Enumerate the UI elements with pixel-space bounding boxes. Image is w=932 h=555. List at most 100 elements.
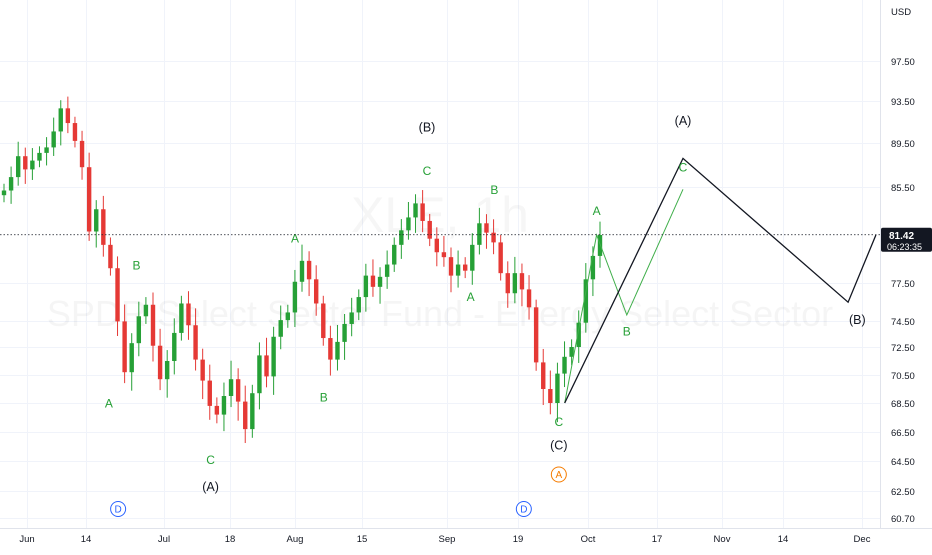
candle-body (470, 244, 475, 271)
candle-body (94, 209, 99, 232)
wave-label: B (132, 258, 140, 272)
wave-label: C (423, 164, 432, 178)
candle-body (384, 264, 390, 277)
candle-body (392, 244, 397, 265)
wave-label: C (679, 161, 688, 175)
candle-body (86, 167, 92, 232)
candle-body (526, 289, 532, 308)
candle-body (207, 380, 212, 406)
name-watermark: SPDR Select Sector Fund - Energy Select … (47, 293, 833, 334)
candle-body (541, 362, 546, 389)
wave-label: A (593, 204, 601, 218)
candle-body (462, 264, 468, 271)
candle-body (491, 232, 496, 243)
projection-lines (564, 157, 877, 404)
candle-body (172, 332, 177, 361)
last-price-value: 81.42 (889, 231, 914, 242)
candle-body (257, 355, 262, 394)
price-tick-label: 62.50 (891, 487, 915, 498)
candle-body (455, 264, 461, 276)
candle-body (434, 238, 440, 253)
wave-label: (A) (675, 114, 692, 128)
time-tick-label: 19 (513, 534, 524, 545)
candle-body (519, 273, 525, 290)
grid-lines (0, 0, 880, 528)
candle-body (271, 336, 276, 377)
candle-body (569, 347, 574, 357)
candle-body (285, 312, 291, 321)
candle-body (250, 393, 255, 430)
time-tick-label: Aug (287, 534, 304, 545)
wave-label: (B) (849, 313, 866, 327)
candle-body (363, 275, 369, 298)
wave-label: C (554, 415, 563, 429)
circle-marker-ring (550, 466, 567, 483)
candle-body (235, 379, 241, 402)
wave-label: A (291, 231, 299, 245)
candle-body (108, 244, 113, 269)
candle-body (590, 255, 596, 280)
candle-body (30, 160, 35, 170)
price-axis[interactable]: USD 97.50 93.50 89.50 85.50 77.50 74.50 72.50 7… (880, 0, 915, 528)
candle-body (129, 343, 134, 373)
candle-body (186, 303, 191, 326)
watermarks: XLE, 1h SPDR Select Sector Fund - Energy… (47, 187, 833, 334)
candle-body (164, 361, 170, 380)
candle-body (356, 297, 361, 313)
candle-body (342, 323, 347, 342)
candle-body (214, 405, 220, 415)
candle-body (477, 223, 482, 245)
candle-body (448, 257, 454, 276)
wave-label: B (490, 183, 498, 197)
candle-body (8, 177, 14, 191)
candle-body (221, 396, 227, 415)
candle-body (548, 389, 553, 403)
time-tick-label: 14 (81, 534, 92, 545)
time-axis[interactable]: Jun 14 Jul 18 Aug 15 Sep 19 Oct 17 Nov 14 Dec (0, 528, 932, 546)
time-tick-label: 18 (225, 534, 236, 545)
candle-body (292, 281, 298, 313)
candle-body (484, 223, 489, 233)
candle-body (512, 273, 518, 294)
candle-body (597, 235, 603, 256)
candle-body (193, 325, 198, 360)
projection-black-path (564, 157, 877, 404)
price-tick-label: 66.50 (891, 428, 915, 439)
candle-body (335, 341, 340, 360)
wave-labels: A B C (A) A B (B) C A B C (C) A B (A) C (B) D D A (105, 114, 866, 517)
price-tick-label: 60.70 (891, 514, 915, 525)
candle-body (427, 220, 432, 239)
candle-body (370, 275, 376, 287)
candle-body (150, 304, 156, 346)
price-tick-label: 97.50 (891, 57, 915, 68)
circle-marker: A (550, 466, 567, 483)
candle-body (15, 156, 21, 178)
time-tick-label: 17 (652, 534, 663, 545)
price-tick-label: 64.50 (891, 457, 915, 468)
wave-label: A (467, 290, 475, 304)
circle-marker: D (110, 501, 127, 517)
candle-body (228, 379, 234, 396)
time-tick-label: Dec (854, 534, 871, 545)
candle-body (179, 303, 184, 333)
last-price-badge (881, 227, 932, 252)
candle-body (321, 303, 326, 339)
wave-label: A (105, 396, 113, 410)
candle-body (101, 209, 106, 245)
circle-marker-label: A (555, 470, 562, 481)
time-tick-label: 14 (778, 534, 789, 545)
price-tick-label: 89.50 (891, 139, 915, 150)
candle-body (406, 217, 411, 231)
wave-label: C (206, 453, 215, 467)
candle-body (413, 203, 418, 218)
candle-body (65, 108, 71, 124)
candle-body (72, 123, 78, 141)
candle-body (51, 131, 56, 148)
wave-label: B (320, 391, 328, 405)
candle-body (58, 108, 63, 132)
candle-body (498, 242, 503, 274)
time-tick-label: Oct (581, 534, 596, 545)
time-tick-label: Jul (158, 534, 170, 545)
